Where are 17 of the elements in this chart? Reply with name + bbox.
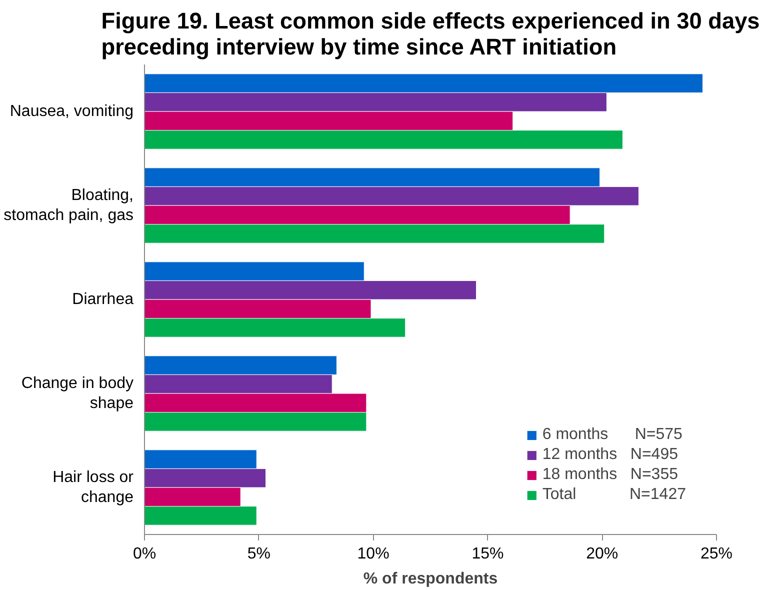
- legend-label: 18 months N=355: [542, 466, 678, 484]
- legend-label: Total N=1427: [542, 486, 686, 504]
- x-axis-title: % of respondents: [363, 570, 498, 588]
- legend-label: 12 months N=495: [542, 446, 678, 464]
- x-tick-label: 0%: [132, 546, 156, 562]
- x-tick-label: 15%: [472, 546, 504, 562]
- y-tick-label: Hair loss or change: [52, 468, 134, 506]
- x-tick-label: 20%: [586, 546, 618, 562]
- x-tick-label: 10%: [357, 546, 390, 562]
- y-tick-label: Diarrhea: [72, 291, 134, 308]
- y-tick-label: Change in body shape: [21, 374, 134, 412]
- chart-title: Figure 19. Least common side effects experienced in 30 days preceding interview by time since ART initiation: [101, 8, 760, 60]
- y-tick-label: Bloating, stomach pain, gas: [4, 186, 134, 224]
- x-tick-label: 25%: [700, 546, 733, 562]
- y-tick-label: Nausea, vomiting: [10, 103, 134, 120]
- x-tick-label: 5%: [247, 546, 270, 562]
- legend-label: 6 months N=575: [542, 426, 682, 444]
